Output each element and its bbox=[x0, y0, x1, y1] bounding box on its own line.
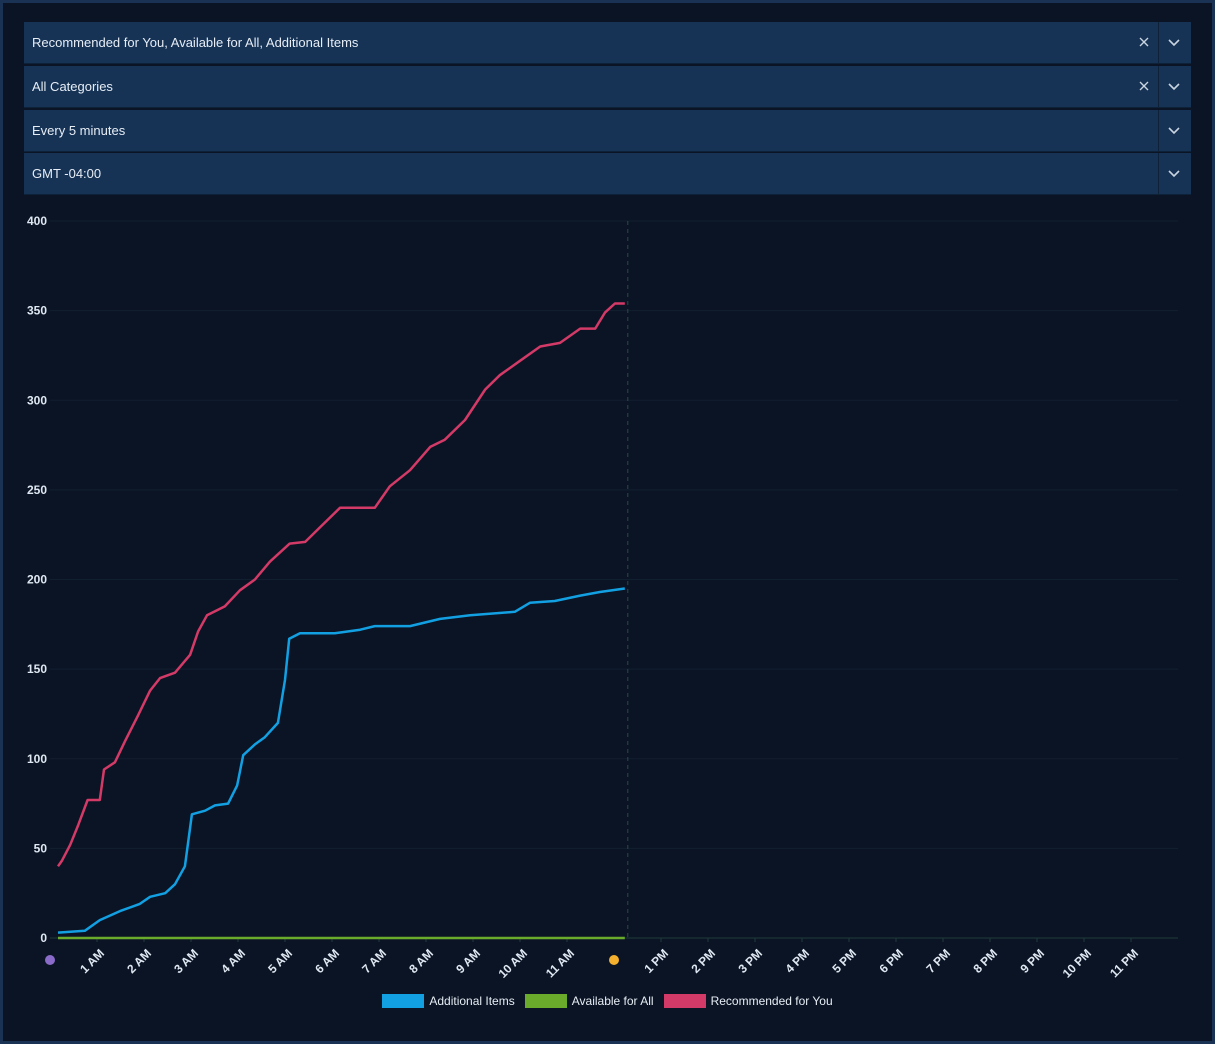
series-line bbox=[57, 587, 625, 934]
x-tick-label: 3 PM bbox=[735, 946, 765, 976]
x-tick-label: 2 PM bbox=[688, 946, 718, 976]
x-tick-label: 8 AM bbox=[406, 946, 436, 976]
legend-item[interactable]: Additional Items bbox=[382, 994, 515, 1008]
filter-dropdown[interactable]: Recommended for You, Available for All, … bbox=[24, 22, 1191, 64]
y-tick-label: 200 bbox=[27, 573, 47, 587]
y-tick-label: 400 bbox=[27, 214, 47, 228]
y-tick-label: 250 bbox=[27, 483, 47, 497]
legend-item[interactable]: Available for All bbox=[524, 994, 654, 1008]
x-tick-label: 9 AM bbox=[453, 946, 483, 976]
x-tick-label: 7 PM bbox=[923, 946, 953, 976]
chart: 0 50 100 150 200 250 300 350 400 1 AM 2 AM 3 AM 4 AM… bbox=[27, 214, 1178, 981]
filter-text: Every 5 minutes bbox=[32, 123, 126, 138]
x-tick-label: 11 PM bbox=[1107, 946, 1141, 980]
x-tick-label: 2 AM bbox=[124, 946, 154, 976]
filter-dropdown[interactable]: Every 5 minutes bbox=[24, 110, 1191, 152]
y-tick-label: 300 bbox=[27, 393, 47, 407]
x-tick-label: 3 AM bbox=[171, 946, 201, 976]
y-tick-label: 50 bbox=[34, 841, 48, 855]
x-tick-label: 6 AM bbox=[312, 946, 342, 976]
x-tick-label: 10 AM bbox=[496, 946, 531, 981]
legend-swatch bbox=[663, 994, 706, 1008]
filter-dropdown[interactable]: All Categories bbox=[24, 66, 1191, 108]
legend-swatch bbox=[382, 994, 425, 1008]
sun-icon bbox=[609, 955, 619, 965]
y-tick-label: 100 bbox=[27, 752, 47, 766]
chevron-icon[interactable] bbox=[1167, 22, 1181, 63]
legend-swatch bbox=[524, 994, 567, 1008]
y-tick-label: 0 bbox=[40, 931, 47, 945]
filter-text: Recommended for You, Available for All, … bbox=[32, 35, 359, 50]
x-tick-label: 7 AM bbox=[359, 946, 389, 976]
chevron-icon[interactable] bbox=[1167, 110, 1181, 151]
clear-icon[interactable] bbox=[1137, 22, 1151, 63]
x-tick-label: 4 AM bbox=[218, 946, 248, 976]
chevron-icon[interactable] bbox=[1167, 66, 1181, 107]
filter-text: All Categories bbox=[32, 79, 113, 94]
legend-item[interactable]: Recommended for You bbox=[663, 994, 833, 1008]
x-tick-label: 5 PM bbox=[829, 946, 859, 976]
legend-label: Additional Items bbox=[429, 994, 515, 1008]
x-tick-label: 8 PM bbox=[970, 946, 1000, 976]
moon-icon bbox=[45, 955, 55, 965]
filter-text: GMT -04:00 bbox=[32, 166, 102, 181]
legend-label: Recommended for You bbox=[710, 994, 833, 1008]
x-tick-label: 10 PM bbox=[1060, 946, 1094, 980]
x-tick-label: 5 AM bbox=[265, 946, 295, 976]
x-tick-label: 1 AM bbox=[77, 946, 107, 976]
filter-dropdown[interactable]: GMT -04:00 bbox=[24, 153, 1191, 195]
clear-icon[interactable] bbox=[1137, 66, 1151, 107]
legend: Additional Items Available for All Recomme… bbox=[0, 994, 1215, 1008]
x-tick-label: 4 PM bbox=[782, 946, 812, 976]
x-tick-label: 1 PM bbox=[641, 946, 671, 976]
y-tick-label: 150 bbox=[27, 662, 47, 676]
y-tick-label: 350 bbox=[27, 304, 47, 318]
x-tick-label: 11 AM bbox=[543, 946, 577, 980]
legend-label: Available for All bbox=[571, 994, 654, 1008]
x-tick-label: 6 PM bbox=[876, 946, 906, 976]
chevron-icon[interactable] bbox=[1167, 153, 1181, 194]
series-line bbox=[56, 302, 625, 868]
x-tick-label: 9 PM bbox=[1017, 946, 1047, 976]
